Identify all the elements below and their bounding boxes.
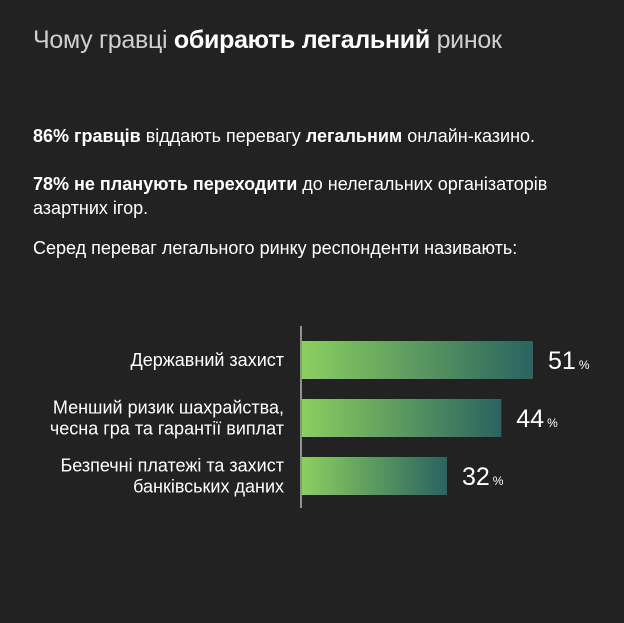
p3-text: Серед переваг легального ринку респонден… — [33, 238, 518, 258]
page-title: Чому гравці обирають легальний ринок — [33, 26, 502, 55]
paragraph-no-switch: 78% не планують переходити до нелегальни… — [33, 172, 603, 220]
bar-0 — [302, 341, 533, 379]
title-part-2: ринок — [429, 26, 502, 54]
bar-value-label-1: 44% — [516, 405, 558, 433]
bar-2 — [302, 457, 447, 495]
paragraph-legal-preference: 86% гравців віддають перевагу легальним … — [33, 124, 603, 148]
bar-value-label-0: 51% — [548, 347, 590, 375]
p1-text-2: онлайн-казино. — [402, 126, 536, 146]
category-label-0: Державний захист — [131, 350, 284, 370]
p1-bold-legal: легальним — [305, 126, 403, 146]
title-part-1: Чому гравці — [33, 26, 174, 54]
bar-value-label-2: 32% — [462, 463, 504, 491]
p1-text-1: віддають перевагу — [140, 126, 306, 146]
p2-text: до нелегальних організаторів азартних іг… — [33, 174, 548, 218]
category-label-2: Безпечні платежі та захист банківських да… — [60, 456, 284, 497]
p2-bold: 78% не планують переходити — [33, 174, 298, 194]
p1-bold-percent: 86% гравців — [33, 126, 141, 146]
bar-1 — [302, 399, 502, 437]
category-label-1: Менший ризик шахрайства, чесна гра та гар… — [50, 398, 284, 439]
title-bold: обирають легальний — [173, 26, 430, 54]
paragraph-chart-intro: Серед переваг легального ринку респонден… — [33, 236, 603, 260]
